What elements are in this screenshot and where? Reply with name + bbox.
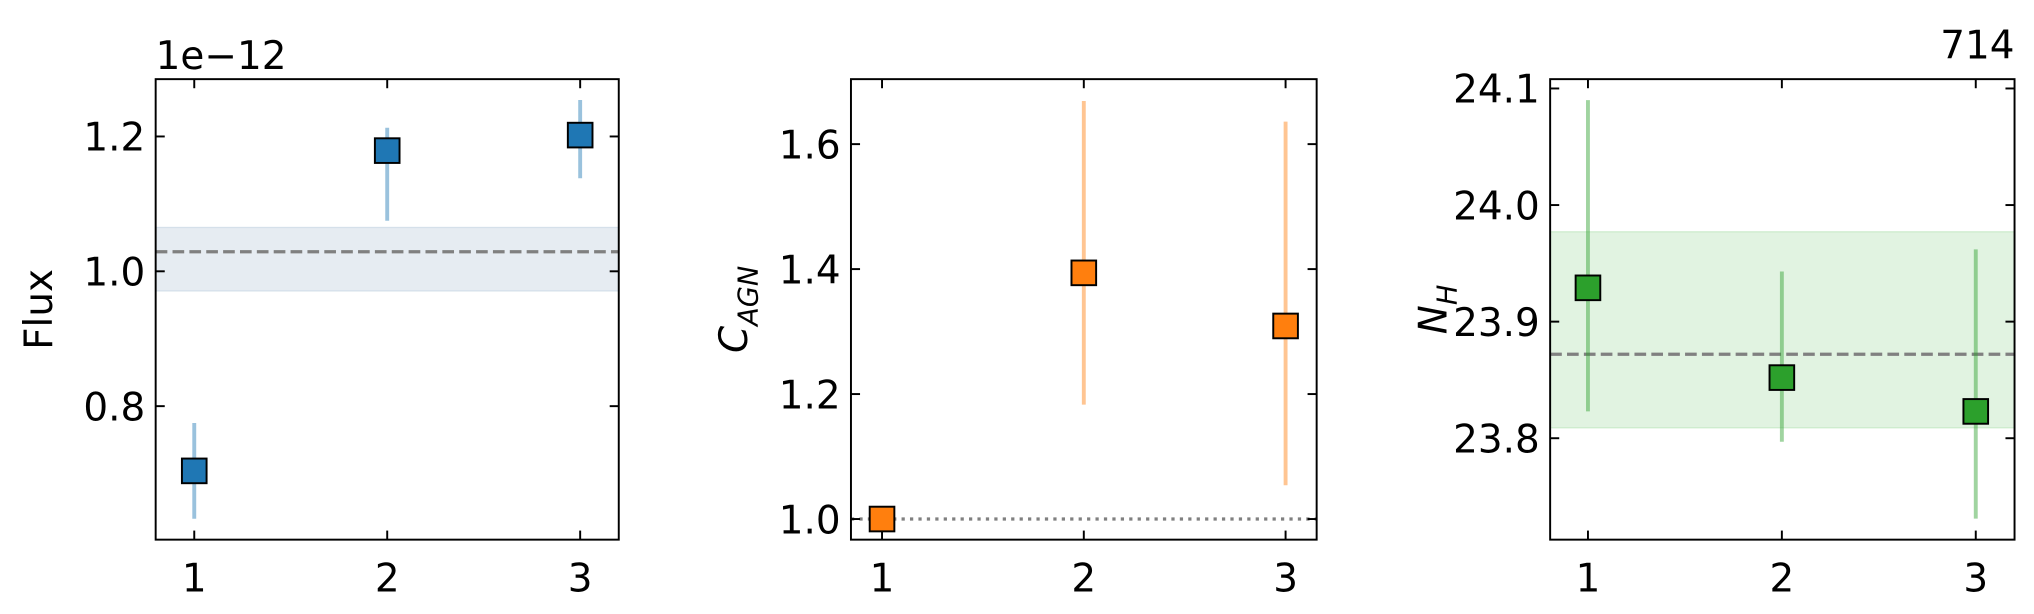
y-axis-label: Flux xyxy=(17,269,62,350)
x-tick-label: 3 xyxy=(1963,557,1988,602)
marker xyxy=(180,457,208,485)
marker xyxy=(1768,364,1796,391)
y-tick-label: 23.8 xyxy=(1453,417,1540,462)
y-tick-label: 23.9 xyxy=(1453,301,1540,346)
marker xyxy=(1272,312,1299,340)
marker xyxy=(868,505,896,533)
x-tick-label: 3 xyxy=(568,557,593,602)
y-tick-label: 1.0 xyxy=(779,498,841,543)
y-axis-label-main: N xyxy=(1411,305,1456,334)
offset-text: 1e−12 xyxy=(156,34,287,79)
y-axis-label-sub: H xyxy=(1433,285,1464,305)
y-axis-label-sub: AGN xyxy=(734,266,765,328)
marker xyxy=(566,121,594,149)
x-tick-label: 2 xyxy=(375,557,400,602)
x-tick-label: 1 xyxy=(870,557,895,602)
marker xyxy=(1574,274,1602,302)
band xyxy=(155,226,620,292)
y-tick-label: 1.4 xyxy=(779,248,841,293)
x-tick-label: 3 xyxy=(1273,557,1298,602)
x-tick-label: 2 xyxy=(1071,557,1096,602)
y-axis-label-main: Flux xyxy=(17,269,62,350)
y-tick-label: 1.0 xyxy=(83,251,145,296)
y-tick-label: 1.2 xyxy=(779,373,841,418)
y-tick-label: 0.8 xyxy=(83,385,145,430)
x-tick-label: 2 xyxy=(1769,557,1794,602)
y-axis-label: CAGN xyxy=(712,266,764,353)
y-tick-label: 24.0 xyxy=(1453,184,1540,229)
y-tick-label: 1.2 xyxy=(83,116,145,161)
y-tick-label: 1.6 xyxy=(779,123,841,168)
marker xyxy=(1070,259,1098,287)
y-axis-label-main: C xyxy=(712,325,757,353)
x-tick-label: 1 xyxy=(1576,557,1601,602)
chart-title: 714 xyxy=(1940,23,2014,68)
y-tick-label: 24.1 xyxy=(1453,68,1540,113)
y-axis-label: NH xyxy=(1411,285,1463,335)
x-tick-label: 1 xyxy=(182,557,207,602)
marker xyxy=(1962,398,1990,425)
marker xyxy=(373,137,401,164)
